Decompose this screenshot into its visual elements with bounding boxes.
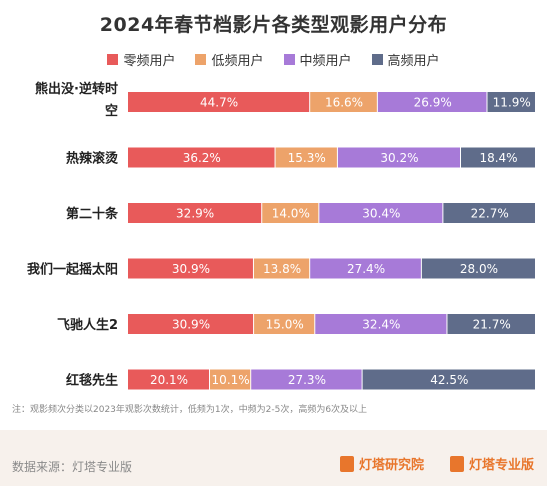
brand-pro: 灯塔专业版 <box>450 454 534 473</box>
data-label: 30.9% <box>172 262 210 276</box>
legend-label-zero: 零频用户 <box>123 54 176 69</box>
data-label: 16.6% <box>325 96 363 110</box>
brand-research-label: 灯塔研究院 <box>359 458 425 473</box>
brand-pro-label: 灯塔专业版 <box>469 458 535 473</box>
category-label: 红毯先生 <box>66 373 118 389</box>
bar-segment <box>128 147 275 168</box>
legend-swatch-low <box>195 54 207 65</box>
bar-segment <box>487 92 535 112</box>
data-label: 32.4% <box>362 318 400 332</box>
data-label: 15.0% <box>266 318 304 332</box>
bar-segment <box>337 147 461 168</box>
bar-segment <box>275 147 337 168</box>
brand-research: 灯塔研究院 <box>340 454 424 473</box>
legend-swatch-mid <box>283 54 295 65</box>
bar-segment <box>128 258 253 279</box>
data-label: 18.4% <box>479 151 517 165</box>
data-label: 42.5% <box>430 373 468 387</box>
page-footer: 数据来源：灯塔专业版 灯塔研究院 灯塔专业版 <box>0 430 547 486</box>
data-label: 20.1% <box>150 373 188 387</box>
data-label: 32.9% <box>176 207 214 221</box>
bar-segment <box>262 203 319 223</box>
category-label: 飞驰人生2 <box>57 317 118 333</box>
legend-item-low: 低频用户 <box>195 50 264 69</box>
legend-item-mid: 中频用户 <box>283 50 352 69</box>
chart-card: 2024年春节档影片各类型观影用户分布 零频用户 低频用户 中频用户 高频用户 … <box>0 14 547 415</box>
data-label: 36.2% <box>183 151 221 165</box>
bar-segment <box>310 92 377 112</box>
chart-footnote: 注：观影频次分类以2023年观影次数统计，低频为1次，中频为2-5次，高频为6次… <box>12 405 368 415</box>
chart-legend: 零频用户 低频用户 中频用户 高频用户 <box>0 50 547 69</box>
legend-label-mid: 中频用户 <box>299 54 352 69</box>
category-label: 热辣滚烫 <box>66 151 119 167</box>
bar-segment <box>461 147 535 168</box>
chart-title: 2024年春节档影片各类型观影用户分布 <box>99 14 448 36</box>
data-label: 30.2% <box>380 151 418 165</box>
bar-segment <box>128 314 254 334</box>
bar-segment <box>447 314 535 334</box>
bar-segment <box>210 369 251 390</box>
bar-segment <box>310 258 421 279</box>
legend-item-zero: 零频用户 <box>107 50 175 69</box>
data-label: 30.9% <box>172 318 210 332</box>
legend-item-high: 高频用户 <box>371 50 440 69</box>
legend-label-low: 低频用户 <box>211 54 264 69</box>
bar-segment <box>251 369 362 390</box>
data-label: 11.9% <box>493 96 531 110</box>
bar-segment <box>315 314 447 334</box>
bar-segment <box>421 258 535 279</box>
bar-segment <box>443 203 535 223</box>
bar-segment <box>128 92 310 112</box>
data-label: 15.3% <box>288 151 326 165</box>
bar-segment <box>377 92 487 112</box>
data-label: 10.1% <box>212 373 250 387</box>
legend-swatch-high <box>371 54 383 65</box>
bar-segment <box>253 258 310 279</box>
data-label: 14.0% <box>272 207 310 221</box>
data-label: 44.7% <box>200 96 238 110</box>
category-label: 我们一起摇太阳 <box>27 262 118 278</box>
lighthouse-logo-icon <box>340 455 354 472</box>
data-label: 22.7% <box>471 207 509 221</box>
data-label: 30.4% <box>362 207 400 221</box>
data-source: 数据来源：灯塔专业版 <box>12 460 133 474</box>
bar-segment <box>254 314 315 334</box>
bar-segment <box>362 369 535 390</box>
category-label: 熊出没·逆转时 <box>35 81 118 97</box>
category-label: 第二十条 <box>66 206 119 222</box>
legend-label-high: 高频用户 <box>387 54 440 69</box>
category-label: 空 <box>105 103 118 119</box>
bar-segment <box>128 203 262 223</box>
legend-swatch-zero <box>107 54 119 65</box>
data-label: 26.9% <box>414 96 452 110</box>
data-label: 28.0% <box>460 262 498 276</box>
data-label: 13.8% <box>263 262 301 276</box>
data-label: 27.3% <box>288 373 326 387</box>
lighthouse-pro-logo-icon <box>450 455 464 472</box>
data-label: 21.7% <box>473 318 511 332</box>
bar-segment <box>319 203 443 223</box>
bar-segment <box>128 369 210 390</box>
data-label: 27.4% <box>347 262 385 276</box>
